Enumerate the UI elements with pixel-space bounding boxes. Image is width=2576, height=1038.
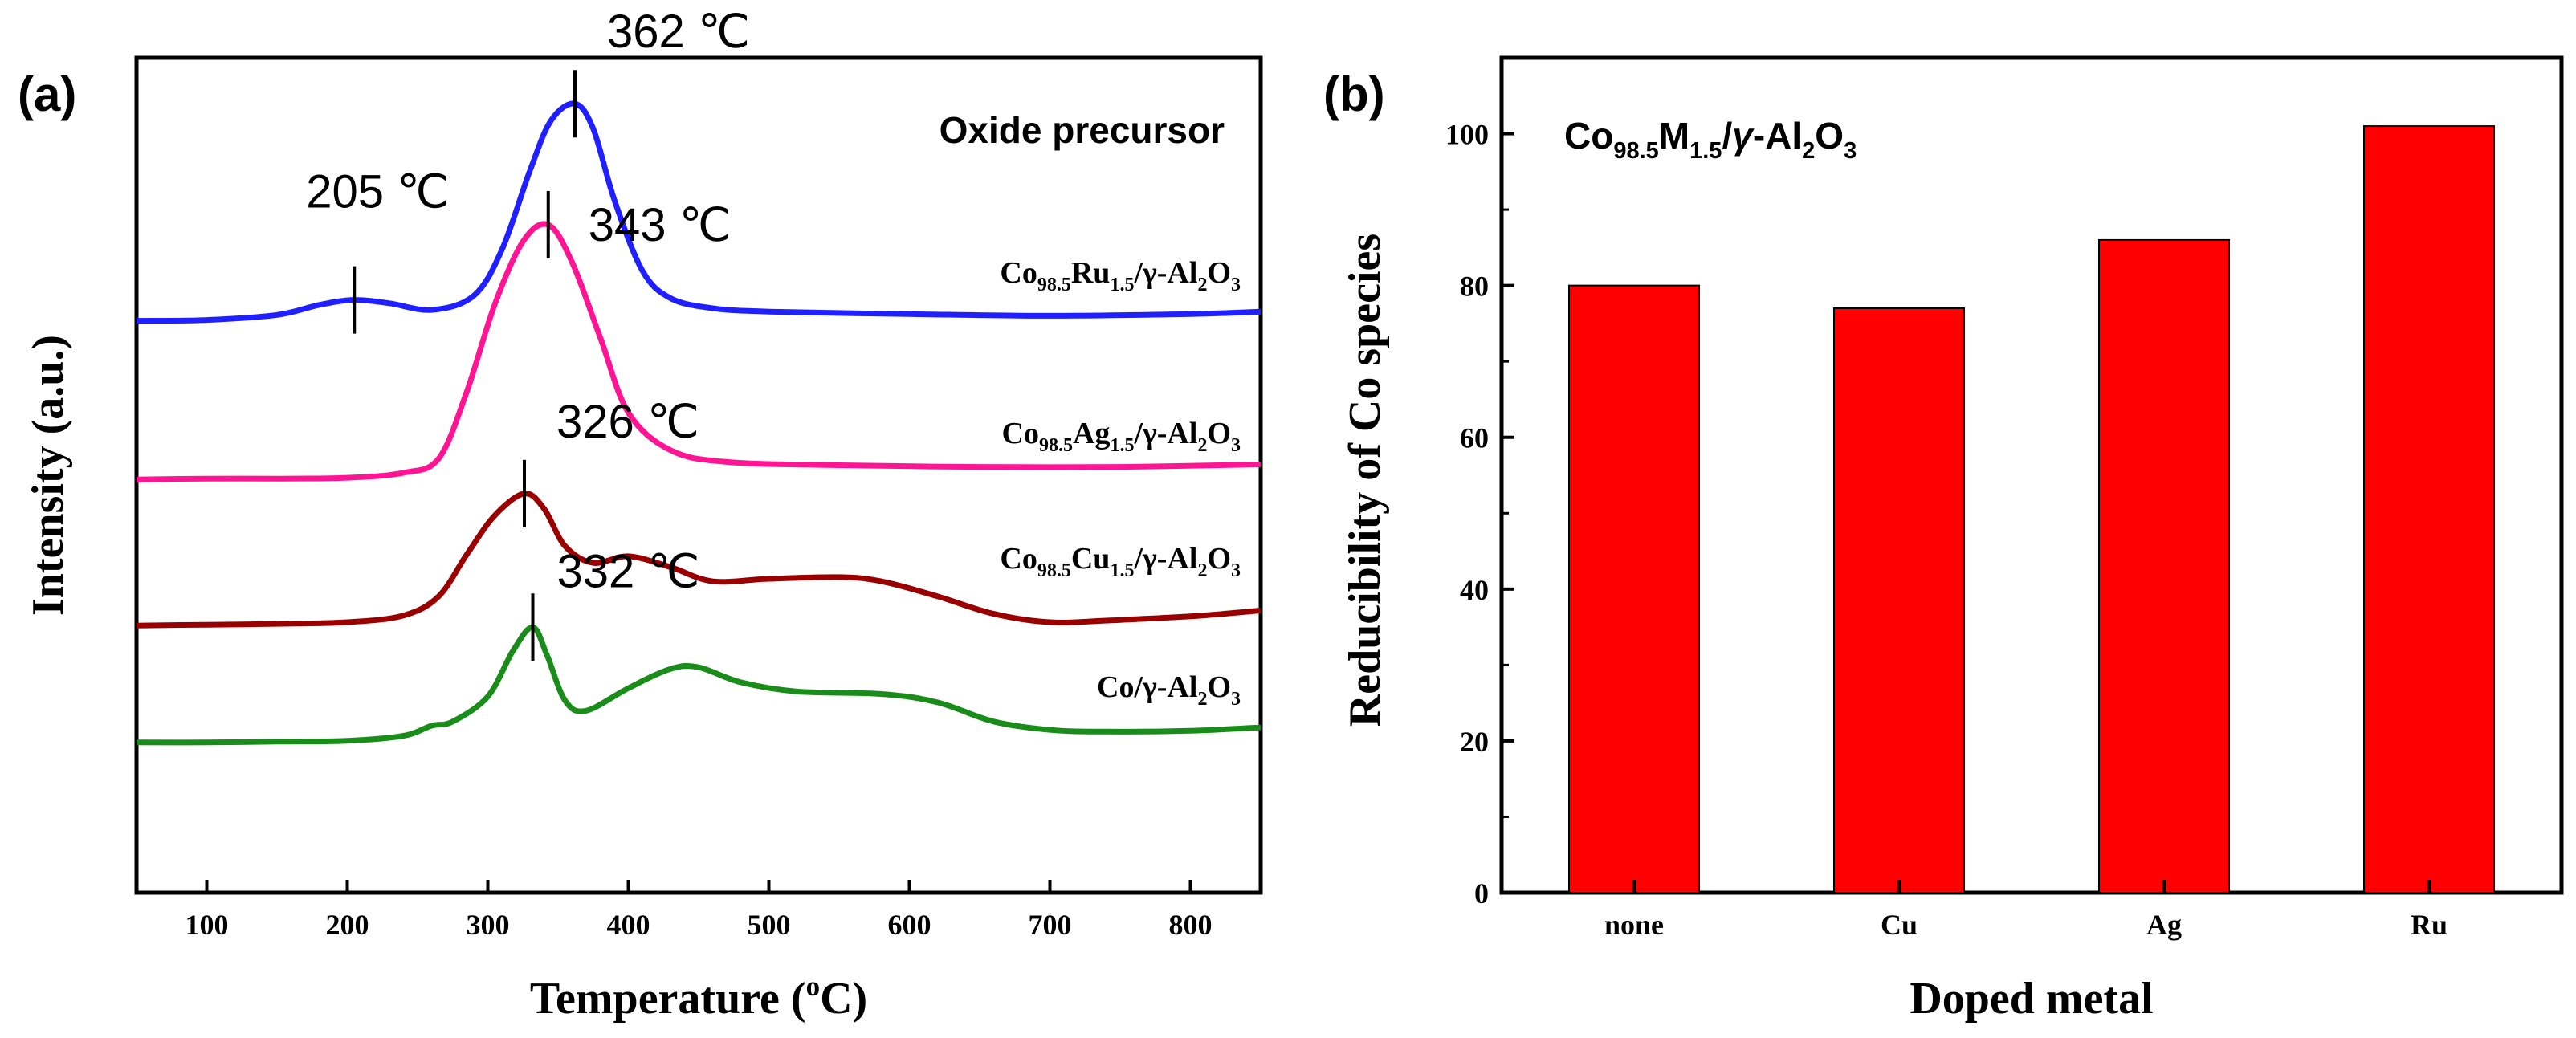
bar-Ru: [2363, 125, 2495, 894]
series-line-2: [136, 491, 1262, 629]
panel-a-frame: [134, 55, 1263, 895]
panel-b-bars: [1568, 125, 2495, 894]
x-tick-label: 200: [326, 909, 369, 941]
peak-label-3: 326 ℃: [556, 396, 699, 448]
panel-b-x-axis-title: Doped metal: [1910, 974, 2153, 1024]
panel-b-y-axis-title: Reducibility of Co species: [1340, 234, 1390, 727]
peak-label-0: 205 ℃: [306, 166, 449, 218]
panel-a-series: [136, 100, 1262, 746]
series-label-1: Co98.5​Ag1.5​/γ-Al2​O3​: [1002, 417, 1241, 456]
panel-b-x-ticks: none Cu Ag Ru: [1604, 880, 2448, 941]
panel-a-series-labels: Co98.5​Ru1.5​/γ-Al2​O3​ Co98.5​Ag1.5​/γ-A…: [1000, 256, 1241, 710]
x-tick-label: 400: [607, 909, 650, 941]
y-tick-label: 40: [1460, 574, 1489, 606]
series-label-3: Co/γ-Al2​O3​: [1097, 670, 1241, 710]
peak-label-4: 332 ℃: [557, 545, 700, 597]
panel-b-frame: [1499, 55, 2564, 895]
panel-a: (a) Oxide precursor 100 200 300 400 500 600 70…: [18, 6, 1263, 1024]
x-tick-label: 500: [748, 909, 791, 941]
x-tick-label-none: none: [1604, 909, 1664, 941]
series-line-0: [136, 100, 1262, 324]
peak-label-1: 362 ℃: [607, 6, 750, 58]
x-tick-label-Ru: Ru: [2411, 909, 2448, 941]
y-tick-label: 0: [1474, 877, 1489, 910]
series-label-0: Co98.5​Ru1.5​/γ-Al2​O3​: [1000, 256, 1241, 295]
x-tick-label: 300: [467, 909, 510, 941]
x-tick-label: 600: [888, 909, 931, 941]
x-tick-label: 100: [185, 909, 229, 941]
panel-b-annotation: Co98.5​M1.5​/γ-Al2​O3​: [1564, 115, 1857, 164]
panel-a-x-axis-title: Temperature (o​C): [530, 971, 867, 1024]
series-line-3: [136, 624, 1262, 746]
x-tick-label-Ag: Ag: [2146, 909, 2182, 941]
peak-label-2: 343 ℃: [589, 199, 732, 251]
x-tick-label: 700: [1029, 909, 1072, 941]
x-tick-label-Cu: Cu: [1881, 909, 1918, 941]
panel-a-x-ticks: 100 200 300 400 500 600 700 800: [185, 880, 1213, 941]
y-tick-label: 20: [1460, 726, 1489, 758]
panel-b-y-ticks: 0 20 40 60 80 100: [1445, 119, 1514, 910]
series-line-1: [136, 221, 1262, 482]
panel-b: (b) Co98.5​M1.5​/γ-Al2​O3​ 020406080100 …: [1323, 55, 2564, 1024]
bar-Cu: [1833, 307, 1965, 893]
panel-b-label: (b): [1323, 67, 1385, 121]
bar-none: [1568, 284, 1700, 893]
y-tick-label: 60: [1460, 422, 1489, 454]
panel-a-y-axis-title: Intensity (a.u.): [23, 335, 73, 616]
series-label-2: Co98.5​Cu1.5​/γ-Al2​O3​: [1000, 542, 1241, 581]
panel-a-title: Oxide precursor: [940, 109, 1225, 151]
panel-a-peak-markers: 205 ℃ 362 ℃ 343 ℃ 326 ℃ 332 ℃: [306, 6, 750, 661]
y-tick-label: 80: [1460, 271, 1489, 303]
panel-a-label: (a): [18, 67, 76, 121]
bar-Ag: [2098, 238, 2230, 893]
y-tick-label: 100: [1445, 119, 1489, 151]
x-tick-label: 800: [1169, 909, 1213, 941]
